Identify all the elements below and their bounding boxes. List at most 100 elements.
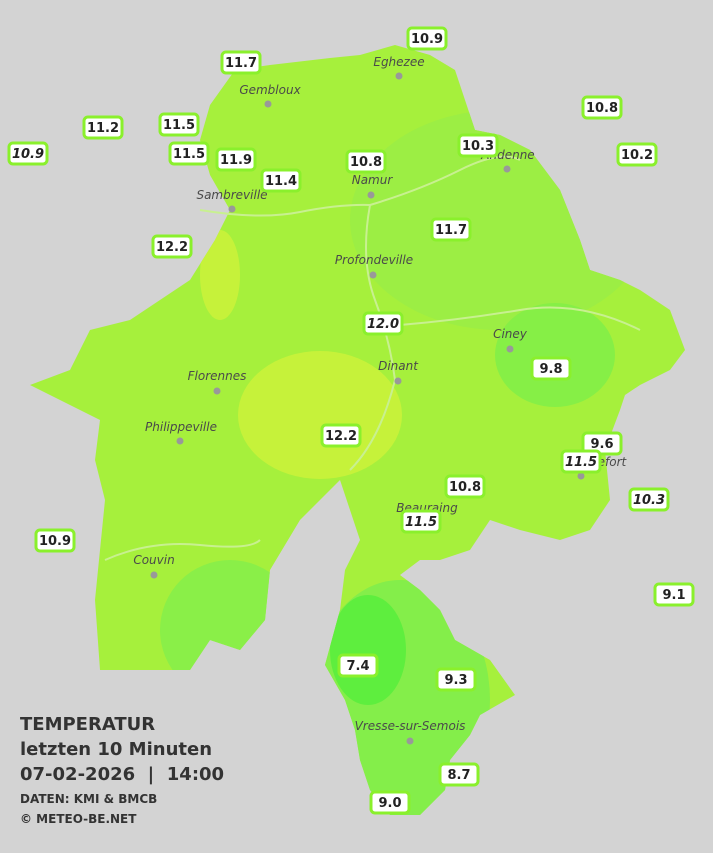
station: 10.9 bbox=[406, 26, 448, 51]
station: 9.6 bbox=[581, 431, 623, 456]
station: 9.1 bbox=[653, 582, 695, 607]
station: 11.4 bbox=[260, 168, 302, 193]
town-label: Philippeville bbox=[145, 420, 217, 434]
legend-title: TEMPERATUR bbox=[20, 714, 155, 735]
station-value: 8.7 bbox=[447, 768, 470, 783]
town-label: Gembloux bbox=[239, 83, 301, 97]
station: 11.5 bbox=[158, 112, 200, 137]
station-value: 11.7 bbox=[225, 56, 257, 71]
station: 10.8 bbox=[345, 149, 387, 174]
station-box bbox=[151, 234, 193, 259]
station-box bbox=[530, 356, 572, 381]
station-value: 11.5 bbox=[565, 455, 597, 470]
station-value: 9.6 bbox=[590, 437, 613, 452]
town-dot bbox=[395, 72, 403, 80]
zone bbox=[200, 230, 240, 320]
station-box bbox=[400, 509, 442, 534]
station-value: 12.0 bbox=[367, 317, 399, 332]
station: 11.7 bbox=[220, 50, 262, 75]
station: 11.5 bbox=[400, 509, 442, 534]
station-value: 10.8 bbox=[350, 155, 382, 170]
town-dot bbox=[367, 191, 375, 199]
town-label: Dinant bbox=[378, 359, 419, 373]
zone bbox=[238, 351, 402, 479]
station: 10.9 bbox=[7, 141, 49, 166]
station: 12.0 bbox=[362, 311, 404, 336]
station-box bbox=[444, 474, 486, 499]
station-box bbox=[362, 311, 404, 336]
station-box bbox=[215, 147, 257, 172]
legend-datetime: 07-02-2026 | 14:00 bbox=[20, 764, 224, 785]
station-value: 11.4 bbox=[265, 174, 297, 189]
station: 10.3 bbox=[628, 487, 670, 512]
town-dot bbox=[264, 100, 272, 108]
station-box bbox=[82, 115, 124, 140]
station: 10.3 bbox=[457, 133, 499, 158]
town-dot bbox=[506, 345, 514, 353]
station-box bbox=[345, 149, 387, 174]
station-value: 10.8 bbox=[449, 480, 481, 495]
station-box bbox=[628, 487, 670, 512]
station-box bbox=[653, 582, 695, 607]
station-box bbox=[320, 423, 362, 448]
station: 10.9 bbox=[34, 528, 76, 553]
station-value: 10.8 bbox=[586, 101, 618, 116]
station-box bbox=[430, 217, 472, 242]
station-box bbox=[168, 141, 210, 166]
station: 9.0 bbox=[369, 790, 411, 815]
station-box bbox=[457, 133, 499, 158]
town-label: Florennes bbox=[188, 369, 247, 383]
station: 12.2 bbox=[151, 234, 193, 259]
town-dot bbox=[228, 205, 236, 213]
town-label: Couvin bbox=[133, 553, 174, 567]
station: 11.5 bbox=[168, 141, 210, 166]
town-dot bbox=[406, 737, 414, 745]
station-value: 12.2 bbox=[325, 429, 357, 444]
legend-subtitle: letzten 10 Minuten bbox=[20, 739, 212, 760]
station-box bbox=[406, 26, 448, 51]
station-value: 11.7 bbox=[435, 223, 467, 238]
station-box bbox=[581, 431, 623, 456]
station: 11.5 bbox=[560, 449, 602, 474]
town-dot bbox=[213, 387, 221, 395]
station-box bbox=[560, 449, 602, 474]
station-value: 11.5 bbox=[405, 515, 437, 530]
station-value: 11.5 bbox=[173, 147, 205, 162]
station: 10.8 bbox=[581, 95, 623, 120]
station-value: 11.9 bbox=[220, 153, 252, 168]
station-value: 11.2 bbox=[87, 121, 119, 136]
station-value: 9.3 bbox=[444, 673, 467, 688]
zone bbox=[495, 303, 615, 407]
station-box bbox=[438, 762, 480, 787]
station: 12.2 bbox=[320, 423, 362, 448]
station-box bbox=[158, 112, 200, 137]
station-box bbox=[220, 50, 262, 75]
town-dot bbox=[369, 271, 377, 279]
station-value: 10.2 bbox=[621, 148, 653, 163]
town-label: Ciney bbox=[493, 327, 528, 341]
station: 11.7 bbox=[430, 217, 472, 242]
station-box bbox=[369, 790, 411, 815]
station-box bbox=[581, 95, 623, 120]
station-value: 9.0 bbox=[378, 796, 401, 811]
station-value: 11.5 bbox=[163, 118, 195, 133]
legend-copyright: © METEO-BE.NET bbox=[20, 812, 137, 826]
station: 11.9 bbox=[215, 147, 257, 172]
town-dot bbox=[577, 472, 585, 480]
station: 8.7 bbox=[438, 762, 480, 787]
town-label: Namur bbox=[352, 173, 394, 187]
town-dot bbox=[503, 165, 511, 173]
river bbox=[399, 306, 641, 331]
station: 10.8 bbox=[444, 474, 486, 499]
station-box bbox=[7, 141, 49, 166]
station-value: 10.9 bbox=[39, 534, 71, 549]
legend-source: DATEN: KMI & BMCB bbox=[20, 792, 157, 806]
station-box bbox=[260, 168, 302, 193]
station-value: 7.4 bbox=[346, 659, 369, 674]
station: 10.2 bbox=[616, 142, 658, 167]
station-box bbox=[435, 667, 477, 692]
station: 7.4 bbox=[337, 653, 379, 678]
town-label: Profondeville bbox=[335, 253, 413, 267]
station-value: 9.1 bbox=[662, 588, 685, 603]
